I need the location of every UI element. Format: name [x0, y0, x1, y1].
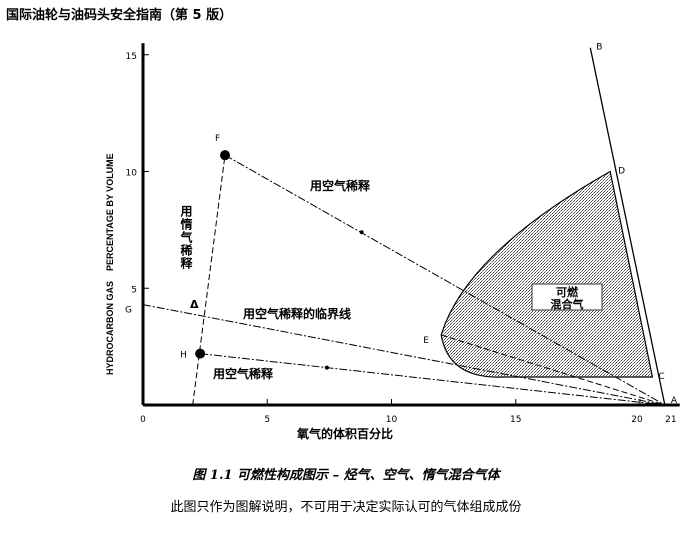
y-axis-label: HYDROCARBON GAS PERCENTAGE BY VOLUME — [105, 153, 115, 375]
flammable-region — [440, 170, 654, 378]
figure-caption: 图 1.1 可燃性构成图示 – 烃气、空气、惰气混合气体 — [192, 468, 500, 483]
figure-note: 此图只作为图解说明，不可用于决定实际认可的气体组成成份 — [170, 500, 522, 515]
point-label-F: F — [215, 134, 220, 144]
line-B-A — [589, 47, 666, 406]
x-tick-label: 0 — [140, 415, 146, 425]
x-tick-label: 15 — [510, 415, 521, 425]
flammable-label-2: 混合气 — [551, 297, 584, 311]
x-axis-label: 氧气的体积百分比 — [296, 426, 393, 441]
line-F-A-air-dilution — [224, 154, 666, 406]
flammability-diagram: 5 10 15 0 5 10 15 20 21 A B C D E F G H HYDROCARBON GAS … — [105, 43, 680, 441]
x-tick-label: 10 — [386, 415, 398, 425]
point-label-B: B — [596, 43, 602, 53]
label-inert-dilution: 用惰气稀释 — [179, 205, 193, 270]
flammable-region-label-box — [531, 283, 603, 311]
x-tick-label: 21 — [665, 415, 676, 425]
arrow-mark: Δ — [190, 298, 199, 311]
label-critical-line: 用空气稀释的临界线 — [242, 306, 351, 321]
y-tick-label: 10 — [126, 169, 138, 179]
point-H — [195, 348, 206, 359]
y-tick-label: 15 — [126, 52, 137, 62]
point-label-H: H — [180, 351, 187, 361]
point-F — [220, 150, 231, 161]
point-label-D: D — [618, 167, 625, 177]
x-tick-label: 20 — [631, 415, 643, 425]
point-label-A: A — [671, 396, 678, 406]
y-tick-label: 5 — [131, 285, 137, 295]
line-E-A — [441, 334, 665, 406]
page-title: 国际油轮与油码头安全指南（第 5 版） — [6, 8, 233, 23]
line-G-A-critical — [142, 304, 665, 406]
point-label-C: C — [658, 372, 664, 382]
label-air-dilution-upper: 用空气稀释 — [309, 178, 371, 193]
flammable-label-1: 可燃 — [556, 285, 579, 299]
point-label-E: E — [423, 336, 429, 346]
point-label-G: G — [125, 306, 132, 316]
line-inert-dilution — [192, 155, 226, 406]
arrow-head — [359, 230, 364, 235]
x-tick-label: 5 — [264, 415, 270, 425]
line-H-A-air-dilution — [200, 353, 665, 406]
arrow-head — [324, 365, 329, 370]
label-air-dilution-lower: 用空气稀释 — [212, 366, 274, 381]
